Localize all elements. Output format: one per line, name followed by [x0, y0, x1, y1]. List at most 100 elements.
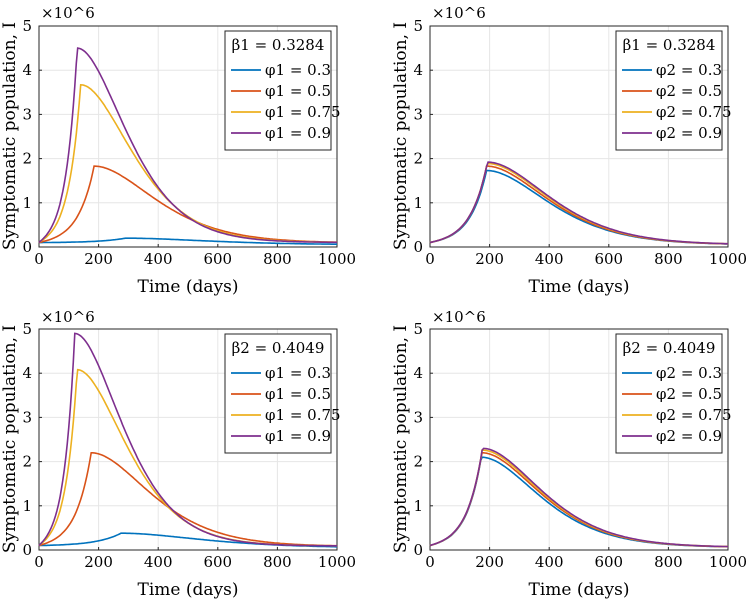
- y-axis-label: Symptomatic population, I: [0, 325, 20, 553]
- y-tick-label: 5: [413, 320, 423, 338]
- legend-entry-1: φ2 = 0.3: [656, 364, 722, 382]
- y-tick-label: 1: [22, 497, 32, 515]
- y-tick-label: 0: [413, 541, 423, 559]
- series-line-4: [429, 161, 728, 245]
- x-tick-label: 200: [84, 553, 113, 571]
- x-tick-label: 600: [594, 250, 623, 268]
- x-tick-label: 400: [535, 250, 564, 268]
- plot-frame: [38, 328, 338, 551]
- legend-title: β2 = 0.4049: [623, 339, 716, 357]
- series-line-1: [429, 456, 728, 548]
- x-tick-label: 200: [84, 250, 113, 268]
- y-tick-label: 4: [22, 61, 32, 79]
- x-tick-label: 1000: [318, 553, 356, 571]
- y-tick-label: 5: [22, 320, 32, 338]
- y-tick-label: 2: [413, 453, 423, 471]
- x-tick-label: 200: [475, 250, 504, 268]
- legend-entry-2: φ1 = 0.5: [265, 385, 331, 403]
- series-line-1: [39, 237, 337, 245]
- plot-frame: [38, 25, 338, 248]
- x-tick-label: 1000: [709, 553, 746, 571]
- y-tick-label: 3: [413, 105, 423, 123]
- y-tick-label: 4: [413, 61, 423, 79]
- x-axis-label: Time (days): [138, 580, 239, 600]
- legend-entry-2: φ2 = 0.5: [656, 82, 722, 100]
- panel-bottom-left: 0 200 400 600 800 1000 0 1 2 3 4 5 ×10^6 Symptomat…: [0, 308, 356, 600]
- y-axis-label: Symptomatic population, I: [391, 22, 411, 250]
- y-tick-label: 0: [22, 238, 32, 256]
- series-line-4: [38, 47, 337, 244]
- x-tick-label: 400: [144, 250, 173, 268]
- legend-entry-3: φ2 = 0.75: [656, 103, 732, 121]
- x-tick-label: 600: [203, 553, 232, 571]
- y-tick-label: 5: [22, 17, 32, 35]
- legend: β2 = 0.4049 φ2 = 0.3 φ2 = 0.5 φ2 = 0.75 φ2 …: [615, 333, 732, 454]
- y-tick-label: 3: [22, 408, 32, 426]
- y-tick-label: 1: [413, 497, 423, 515]
- legend-title: β2 = 0.4049: [232, 339, 325, 357]
- x-axis-label: Time (days): [529, 580, 630, 600]
- y-tick-label: 3: [22, 105, 32, 123]
- series-line-4: [429, 447, 728, 548]
- legend-title: β1 = 0.3284: [623, 36, 716, 54]
- y-axis-label: Symptomatic population, I: [391, 325, 411, 553]
- x-axis-label: Time (days): [529, 277, 630, 297]
- x-tick-label: 0: [34, 553, 44, 571]
- x-tick-label: 600: [594, 553, 623, 571]
- y-tick-label: 1: [22, 194, 32, 212]
- legend-entry-3: φ1 = 0.75: [265, 406, 341, 424]
- panel-bottom-right: 0 200 400 600 800 1000 0 1 2 3 4 5 ×10^6 Symptomat…: [391, 308, 746, 600]
- series-line-2: [429, 452, 729, 548]
- x-tick-label: 800: [654, 553, 683, 571]
- legend-entry-2: φ2 = 0.5: [656, 385, 722, 403]
- y-tick-label: 4: [22, 364, 32, 382]
- legend-entry-1: φ2 = 0.3: [656, 61, 722, 79]
- x-tick-label: 1000: [709, 250, 746, 268]
- x-tick-label: 600: [203, 250, 232, 268]
- legend-entry-4: φ2 = 0.9: [656, 427, 722, 445]
- legend-entry-3: φ2 = 0.75: [656, 406, 732, 424]
- y-multiplier-label: ×10^6: [432, 4, 486, 22]
- y-tick-label: 1: [413, 194, 423, 212]
- y-multiplier-label: ×10^6: [432, 308, 486, 326]
- y-tick-label: 2: [413, 150, 423, 168]
- y-tick-label: 3: [413, 408, 423, 426]
- y-tick-label: 4: [413, 364, 423, 382]
- legend-entry-4: φ2 = 0.9: [656, 124, 722, 142]
- panel-top-left: 0 200 400 600 800 1000 0 1 2 3 4 5 ×10^6 Symptomat…: [0, 4, 356, 297]
- legend-entry-3: φ1 = 0.75: [265, 103, 341, 121]
- panel-top-right: 0 200 400 600 800 1000 0 1 2 3 4 5 ×10^6 Symptomat…: [391, 4, 746, 297]
- legend: β1 = 0.3284 φ2 = 0.3 φ2 = 0.5 φ2 = 0.75 φ2 …: [615, 30, 732, 151]
- y-multiplier-label: ×10^6: [41, 4, 95, 22]
- legend-entry-2: φ1 = 0.5: [265, 82, 331, 100]
- y-axis-label: Symptomatic population, I: [0, 22, 20, 250]
- legend-title: β1 = 0.3284: [232, 36, 325, 54]
- legend-entry-4: φ1 = 0.9: [265, 427, 331, 445]
- legend: β2 = 0.4049 φ1 = 0.3 φ1 = 0.5 φ1 = 0.75 φ1 …: [224, 333, 341, 454]
- x-tick-label: 0: [425, 250, 435, 268]
- series-line-4: [38, 332, 337, 547]
- x-tick-label: 400: [535, 553, 564, 571]
- x-tick-label: 1000: [318, 250, 356, 268]
- y-tick-label: 2: [22, 150, 32, 168]
- x-tick-label: 800: [654, 250, 683, 268]
- x-tick-label: 800: [263, 553, 292, 571]
- y-tick-label: 2: [22, 453, 32, 471]
- series-line-3: [429, 162, 729, 245]
- plot-frame: [429, 328, 729, 551]
- plot-frame: [429, 25, 729, 248]
- x-tick-label: 200: [475, 553, 504, 571]
- legend-entry-4: φ1 = 0.9: [265, 124, 331, 142]
- y-tick-label: 0: [22, 541, 32, 559]
- x-tick-label: 800: [263, 250, 292, 268]
- legend-entry-1: φ1 = 0.3: [265, 61, 331, 79]
- series-line-3: [429, 449, 728, 548]
- x-tick-label: 0: [34, 250, 44, 268]
- legend-entry-1: φ1 = 0.3: [265, 364, 331, 382]
- y-tick-label: 0: [413, 238, 423, 256]
- legend: β1 = 0.3284 φ1 = 0.3 φ1 = 0.5 φ1 = 0.75 φ1 …: [224, 30, 341, 151]
- x-tick-label: 400: [144, 553, 173, 571]
- x-axis-label: Time (days): [138, 277, 239, 297]
- y-multiplier-label: ×10^6: [41, 308, 95, 326]
